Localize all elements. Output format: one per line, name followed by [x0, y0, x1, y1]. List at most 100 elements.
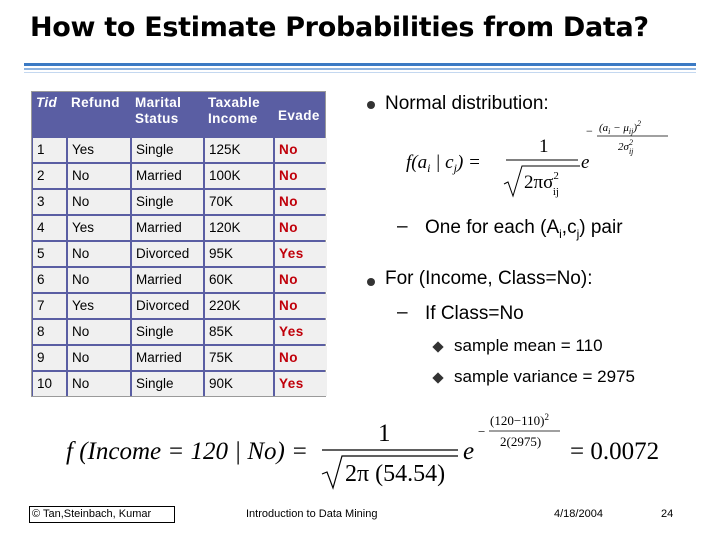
table-cell-text: 6	[37, 272, 45, 287]
formula2-denominator: 2π (54.54)	[345, 461, 445, 487]
table-cell-text: 60K	[209, 272, 234, 287]
table-cell: 125K	[205, 138, 273, 162]
bullet-normal-distribution: Normal distribution:	[385, 93, 549, 114]
slide-title: How to Estimate Probabilities from Data?	[30, 12, 649, 43]
table-cell: Yes	[275, 320, 327, 344]
table-cell-text: No	[279, 272, 298, 287]
formula1-e: e	[581, 152, 589, 173]
table-cell: No	[68, 372, 130, 396]
table-cell: Yes	[275, 372, 327, 396]
bullet-one-for-each-pair: One for each (Ai,cj) pair	[425, 217, 623, 241]
formula1-denominator: 2πσ2 ij	[524, 170, 559, 198]
table-cell-text: 2	[37, 168, 45, 183]
table-cell: 5	[33, 242, 66, 266]
table-cell-text: 85K	[209, 324, 234, 339]
table-cell-text: No	[279, 298, 298, 313]
table-cell-text: No	[72, 376, 90, 391]
table-cell: 1	[33, 138, 66, 162]
table-cell: 70K	[205, 190, 273, 214]
table-cell: 6	[33, 268, 66, 292]
table-cell-text: No	[279, 194, 298, 209]
table-cell-text: No	[72, 168, 90, 183]
table-cell: 9	[33, 346, 66, 370]
table-cell: Yes	[275, 242, 327, 266]
table-cell-text: 120K	[209, 220, 241, 235]
table-cell: Yes	[68, 138, 130, 162]
table-cell-text: 8	[37, 324, 45, 339]
table-cell-text: 95K	[209, 246, 234, 261]
table-cell-text: Yes	[72, 220, 95, 235]
table-cell-text: 125K	[209, 142, 241, 157]
bullet-income-class: For (Income, Class=No):	[385, 268, 593, 289]
table-cell-text: Yes	[279, 246, 304, 261]
formula1-exp-denominator: 2σ2 ij	[618, 138, 634, 156]
diamond-bullet-icon	[432, 341, 444, 353]
formula2-exp-denominator: 2(2975)	[500, 434, 541, 449]
bullet-sample-variance: sample variance = 2975	[454, 367, 635, 386]
table-cell: No	[68, 320, 130, 344]
footer-course: Introduction to Data Mining	[246, 508, 378, 520]
table-header-cell: Marital Status	[135, 95, 181, 127]
table-row: 6 No Married 60K No	[32, 268, 327, 292]
title-divider-tertiary	[24, 72, 696, 73]
bullet-dot-icon	[367, 278, 375, 286]
table-header-line1: Tid	[36, 95, 58, 110]
table-cell-text: Single	[136, 376, 174, 391]
table-cell: Single	[132, 138, 203, 162]
title-divider	[24, 63, 696, 66]
table-cell: 85K	[205, 320, 273, 344]
table-cell: 75K	[205, 346, 273, 370]
table-cell: Divorced	[132, 242, 203, 266]
table-cell: 8	[33, 320, 66, 344]
table-cell-text: 4	[37, 220, 45, 235]
table-cell-text: Single	[136, 194, 174, 209]
table-cell: Married	[132, 216, 203, 240]
table-cell-text: 1	[37, 142, 45, 157]
formula2-result: = 0.0072	[570, 438, 659, 465]
formula2-exp-numerator: (120−110)2	[490, 412, 549, 428]
table-cell: 7	[33, 294, 66, 318]
table-row: 7 Yes Divorced 220K No	[32, 294, 327, 318]
table-cell: Yes	[68, 216, 130, 240]
table-header-line1: Marital	[135, 95, 182, 110]
formula2-lhs: f (Income = 120 | No) =	[66, 438, 308, 465]
table-cell: No	[275, 216, 327, 240]
table-cell-text: 7	[37, 298, 45, 313]
table-row: 3 No Single 70K No	[32, 190, 327, 214]
table-row: 2 No Married 100K No	[32, 164, 327, 188]
table-header-cell: Refund	[71, 95, 120, 111]
formula2-exp-minus: −	[478, 424, 485, 439]
table-cell: No	[275, 164, 327, 188]
diamond-bullet-icon	[432, 372, 444, 384]
table-cell: 120K	[205, 216, 273, 240]
table-cell-text: No	[72, 350, 90, 365]
table-cell: Married	[132, 268, 203, 292]
bullet-if-class-no: If Class=No	[425, 303, 524, 324]
table-row: 4 Yes Married 120K No	[32, 216, 327, 240]
table-cell-text: Married	[136, 168, 182, 183]
table-cell-text: Married	[136, 272, 182, 287]
table-cell: No	[68, 268, 130, 292]
table-cell: No	[275, 294, 327, 318]
table-cell: No	[275, 268, 327, 292]
table-cell-text: Single	[136, 324, 174, 339]
table-row: 1 Yes Single 125K No	[32, 138, 327, 162]
table-cell-text: 10	[37, 376, 53, 391]
table-cell-text: 3	[37, 194, 45, 209]
table-cell-text: No	[279, 220, 298, 235]
table-cell: Divorced	[132, 294, 203, 318]
income-probability-formula: f (Income = 120 | No) = 1 2π (54.54) e −…	[66, 412, 659, 490]
table-cell: No	[68, 190, 130, 214]
table-cell: 10	[33, 372, 66, 396]
data-table: Tid Refund Marital Status Taxable Income Evade…	[31, 91, 327, 397]
table-cell-text: 70K	[209, 194, 234, 209]
table-cell-text: Yes	[279, 324, 304, 339]
normal-distribution-formula: f(ai | cj) = 1 2πσ2 ij e − (ai − μij)2 2σ…	[406, 119, 668, 198]
formula2-numerator: 1	[378, 420, 391, 447]
table-header-cell: Taxable Income	[208, 95, 260, 127]
table-cell: 90K	[205, 372, 273, 396]
table-cell: 60K	[205, 268, 273, 292]
table-cell: Yes	[68, 294, 130, 318]
table-cell: Single	[132, 190, 203, 214]
dash-bullet-icon: –	[397, 216, 408, 237]
